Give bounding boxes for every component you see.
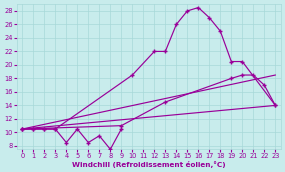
X-axis label: Windchill (Refroidissement éolien,°C): Windchill (Refroidissement éolien,°C) [72, 161, 226, 168]
